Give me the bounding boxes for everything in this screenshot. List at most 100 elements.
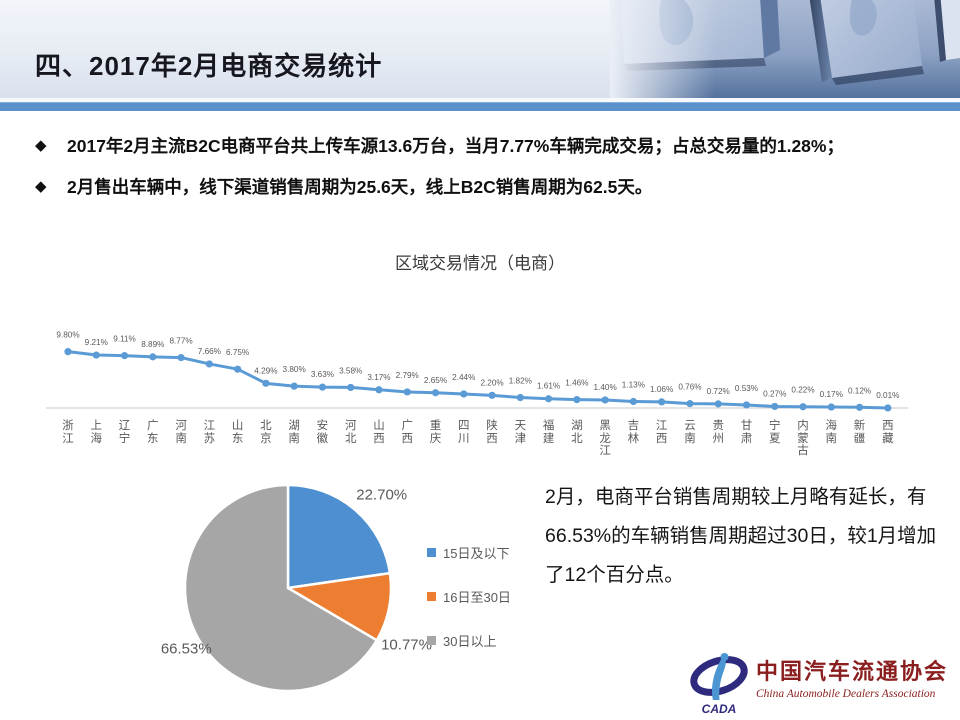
- x-axis-label: 新 疆: [853, 420, 866, 445]
- cada-name-chinese: 中国汽车流通协会: [756, 659, 949, 684]
- pie-legend: 15日及以下 16日至30日 30日以上: [427, 543, 511, 675]
- line-chart-canvas: 9.80% 9.21% 9.11% 8.89% 8.77% 7.66% 6.75% 4.29%…: [46, 331, 908, 412]
- x-axis-label: 江 苏: [203, 420, 216, 445]
- data-point: [714, 400, 722, 408]
- data-point: [742, 401, 751, 409]
- data-point: [403, 388, 411, 396]
- legend-swatch-icon: [427, 548, 436, 557]
- data-label: 7.66%: [198, 347, 221, 356]
- x-axis-label: 山 东: [231, 420, 244, 445]
- line-chart-title: 区域交易情况（电商）: [395, 254, 565, 273]
- data-point: [771, 402, 779, 411]
- data-point: [573, 396, 581, 404]
- data-label: 2.44%: [452, 373, 475, 382]
- legend-label: 16日至30日: [443, 590, 511, 605]
- pie-slice: [284, 571, 393, 642]
- data-label: 2.20%: [480, 378, 503, 387]
- x-axis-label: 天 津: [514, 420, 527, 445]
- x-axis-label: 浙 江: [62, 420, 74, 445]
- x-axis-label: 福 建: [542, 420, 555, 445]
- data-label: 6.75%: [226, 348, 249, 357]
- x-axis-label: 山 西: [373, 420, 385, 445]
- data-label: 0.76%: [678, 383, 701, 392]
- data-point: [262, 379, 270, 387]
- bullet-text-1: 2017年2月主流B2C电商平台共上传车源13.6万台，当月7.77%车辆完成交…: [67, 136, 844, 156]
- x-axis-label: 安 徽: [316, 420, 329, 445]
- data-label: 3.58%: [339, 366, 362, 375]
- cada-logo-icon: CADA: [690, 653, 748, 716]
- x-axis-label: 江 西: [655, 420, 668, 445]
- annotation-text: 2月，电商平台销售周期较上月略有延长，有66.53%的车辆销售周期超过30日，较…: [545, 486, 937, 586]
- data-point: [347, 383, 355, 392]
- x-axis-label: 宁 夏: [769, 420, 781, 445]
- data-label: 8.89%: [141, 340, 164, 349]
- legend-swatch-icon: [427, 636, 436, 645]
- data-point: [460, 390, 468, 398]
- x-axis-label: 北 京: [260, 420, 272, 445]
- data-point: [92, 351, 100, 359]
- data-point: [629, 397, 638, 406]
- data-label: 0.72%: [707, 387, 730, 396]
- x-axis-label: 湖 北: [571, 420, 583, 445]
- legend-item: 30日以上: [427, 631, 511, 650]
- x-axis-label: 上 海: [90, 420, 103, 445]
- data-point: [855, 403, 864, 411]
- data-label: 1.40%: [594, 383, 617, 392]
- data-point: [884, 404, 892, 412]
- x-axis-label: 云 南: [684, 420, 696, 445]
- header-divider-bar: [0, 102, 960, 111]
- bullet-item-1: ◆ 2017年2月主流B2C电商平台共上传车源13.6万台，当月7.77%车辆完…: [35, 126, 915, 166]
- bullet-text-2: 2月售出车辆中，线下渠道销售周期为25.6天，线上B2C销售周期为62.5天。: [67, 177, 653, 197]
- data-point: [799, 403, 807, 411]
- data-label: 0.01%: [876, 391, 899, 400]
- header-gap-strip: [0, 98, 960, 102]
- data-point: [544, 395, 553, 403]
- data-label: 1.06%: [650, 385, 673, 394]
- cada-acronym: CADA: [702, 702, 737, 716]
- sales-cycle-pie-area: 22.70% 10.77% 66.53% 15日及以下 16日至30日 30日以上: [0, 470, 960, 710]
- x-axis-label: 湖 南: [288, 420, 300, 445]
- bullet-list: ◆ 2017年2月主流B2C电商平台共上传车源13.6万台，当月7.77%车辆完…: [35, 126, 915, 208]
- x-axis-label: 西 藏: [882, 420, 894, 445]
- data-point: [488, 391, 496, 399]
- x-axis-label: 辽 宁: [118, 420, 131, 445]
- x-axis-label: 河 北: [344, 420, 357, 445]
- data-label: 9.80%: [56, 331, 79, 340]
- x-axis-label: 吉 林: [627, 420, 640, 445]
- data-point: [658, 398, 666, 406]
- data-label: 0.12%: [848, 386, 871, 395]
- data-label: 3.17%: [367, 373, 390, 382]
- data-point: [516, 393, 524, 402]
- x-axis-label: 广 东: [147, 420, 159, 445]
- x-axis-label: 贵 州: [712, 420, 724, 445]
- data-point: [149, 353, 157, 361]
- legend-item: 16日至30日: [427, 587, 511, 606]
- bullet-item-2: ◆ 2月售出车辆中，线下渠道销售周期为25.6天，线上B2C销售周期为62.5天…: [35, 167, 915, 207]
- legend-label: 15日及以下: [443, 546, 510, 561]
- data-point: [177, 353, 185, 362]
- data-label: 3.80%: [283, 365, 306, 374]
- cada-logo: CADA 中国汽车流通协会 China Automobile Dealers A…: [688, 650, 948, 716]
- x-axis-label: 四 川: [458, 420, 470, 445]
- data-label: 9.21%: [85, 338, 108, 347]
- data-point: [686, 400, 694, 408]
- data-label: 2.79%: [396, 371, 419, 380]
- pie-slice: [286, 483, 392, 590]
- data-point: [205, 360, 213, 368]
- x-axis-label: 重 庆: [429, 420, 442, 445]
- data-label: 0.27%: [763, 389, 786, 398]
- cada-name-english: China Automobile Dealers Association: [756, 688, 936, 700]
- data-label: 1.61%: [537, 382, 560, 391]
- legend-label: 30日以上: [443, 634, 497, 649]
- data-label: 1.46%: [565, 379, 588, 388]
- slide-header: 四、2017年2月电商交易统计: [0, 0, 960, 98]
- data-label: 1.82%: [509, 377, 532, 386]
- data-line: [67, 350, 888, 410]
- data-label: 9.11%: [113, 335, 136, 344]
- pie-slice-label: 22.70%: [356, 486, 408, 504]
- data-point: [234, 365, 242, 373]
- data-label: 3.63%: [311, 370, 334, 379]
- bullet-diamond-icon: ◆: [35, 178, 47, 195]
- pie-slice-label: 66.53%: [160, 640, 212, 658]
